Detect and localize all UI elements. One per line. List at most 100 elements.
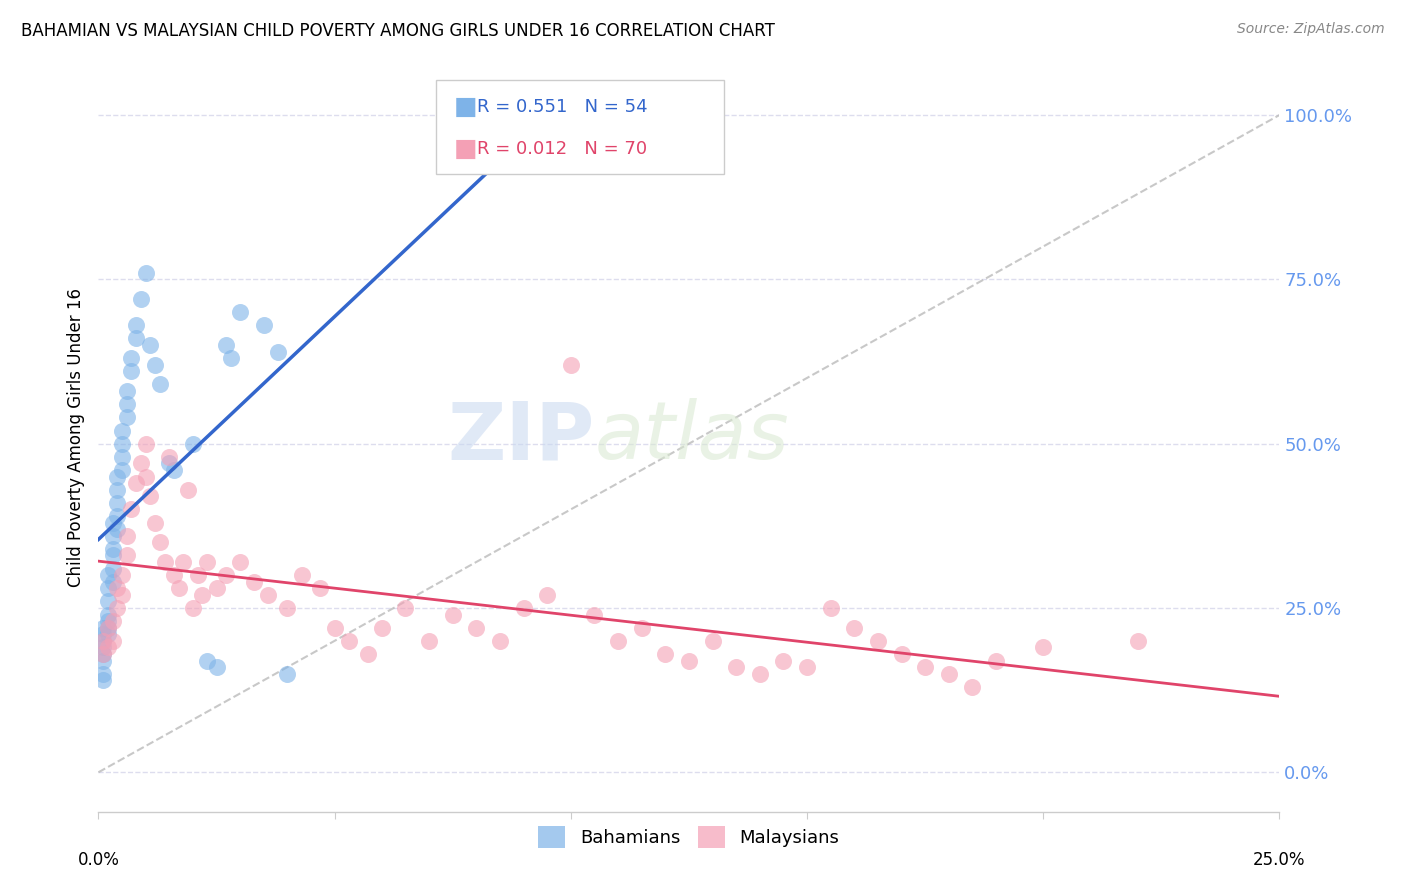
Point xyxy=(394,601,416,615)
Point xyxy=(441,607,464,622)
Point xyxy=(101,633,124,648)
Point xyxy=(163,568,186,582)
Text: ■: ■ xyxy=(454,95,478,119)
Point xyxy=(276,666,298,681)
Point xyxy=(101,549,124,563)
Point xyxy=(323,621,346,635)
Point xyxy=(253,318,276,333)
Point xyxy=(105,483,128,497)
Point xyxy=(938,666,960,681)
Point xyxy=(177,483,200,497)
Point xyxy=(121,351,143,366)
Point xyxy=(129,292,152,306)
Point xyxy=(91,666,114,681)
Text: Source: ZipAtlas.com: Source: ZipAtlas.com xyxy=(1237,22,1385,37)
Point xyxy=(702,633,724,648)
Point xyxy=(101,529,124,543)
Point xyxy=(357,647,380,661)
Point xyxy=(115,384,138,398)
Point xyxy=(97,581,120,595)
Text: ■: ■ xyxy=(454,137,478,161)
Point xyxy=(1126,633,1149,648)
Legend: Bahamians, Malaysians: Bahamians, Malaysians xyxy=(531,819,846,855)
Point xyxy=(191,588,214,602)
Point xyxy=(91,633,114,648)
Point xyxy=(512,601,534,615)
Point xyxy=(195,555,218,569)
Point xyxy=(607,633,630,648)
Point xyxy=(149,377,172,392)
Point xyxy=(91,673,114,688)
Point xyxy=(215,568,238,582)
Point xyxy=(536,588,558,602)
Point xyxy=(105,522,128,536)
Point xyxy=(984,654,1007,668)
Point xyxy=(149,535,172,549)
Point xyxy=(91,627,114,641)
Point xyxy=(91,621,114,635)
Point xyxy=(105,469,128,483)
Point xyxy=(91,633,114,648)
Point xyxy=(97,607,120,622)
Point xyxy=(371,621,394,635)
Point xyxy=(101,541,124,556)
Point xyxy=(105,601,128,615)
Point xyxy=(418,633,440,648)
Point xyxy=(121,364,143,378)
Point xyxy=(91,647,114,661)
Point xyxy=(91,640,114,655)
Point xyxy=(139,489,162,503)
Point xyxy=(111,450,134,464)
Point xyxy=(129,456,152,470)
Point xyxy=(143,516,166,530)
Y-axis label: Child Poverty Among Girls Under 16: Child Poverty Among Girls Under 16 xyxy=(66,287,84,587)
Point xyxy=(172,555,194,569)
Point xyxy=(725,660,748,674)
Text: R = 0.012   N = 70: R = 0.012 N = 70 xyxy=(477,140,647,158)
Point xyxy=(267,344,290,359)
Point xyxy=(91,654,114,668)
Point xyxy=(115,549,138,563)
Text: R = 0.551   N = 54: R = 0.551 N = 54 xyxy=(477,98,647,116)
Point xyxy=(337,633,360,648)
Point xyxy=(91,647,114,661)
Point xyxy=(257,588,280,602)
Point xyxy=(105,581,128,595)
Point xyxy=(125,318,148,333)
Point xyxy=(139,338,162,352)
Text: ZIP: ZIP xyxy=(447,398,595,476)
Point xyxy=(115,529,138,543)
Point xyxy=(678,654,700,668)
Point xyxy=(111,588,134,602)
Point xyxy=(121,502,143,516)
Point xyxy=(290,568,312,582)
Point xyxy=(97,640,120,655)
Point xyxy=(309,581,332,595)
Text: 25.0%: 25.0% xyxy=(1253,851,1306,869)
Point xyxy=(243,574,266,589)
Point xyxy=(560,358,582,372)
Point xyxy=(97,594,120,608)
Point xyxy=(866,633,889,648)
Point xyxy=(796,660,818,674)
Point xyxy=(157,456,180,470)
Point xyxy=(181,601,204,615)
Point xyxy=(105,496,128,510)
Text: BAHAMIAN VS MALAYSIAN CHILD POVERTY AMONG GIRLS UNDER 16 CORRELATION CHART: BAHAMIAN VS MALAYSIAN CHILD POVERTY AMON… xyxy=(21,22,775,40)
Point xyxy=(167,581,190,595)
Point xyxy=(97,621,120,635)
Point xyxy=(583,607,606,622)
Point xyxy=(187,568,209,582)
Point xyxy=(748,666,770,681)
Text: 0.0%: 0.0% xyxy=(77,851,120,869)
Point xyxy=(205,581,228,595)
Point xyxy=(219,351,242,366)
Point xyxy=(276,601,298,615)
Text: atlas: atlas xyxy=(595,398,789,476)
Point xyxy=(890,647,912,661)
Point xyxy=(135,436,157,450)
Point xyxy=(181,436,204,450)
Point xyxy=(111,463,134,477)
Point xyxy=(111,568,134,582)
Point xyxy=(654,647,676,661)
